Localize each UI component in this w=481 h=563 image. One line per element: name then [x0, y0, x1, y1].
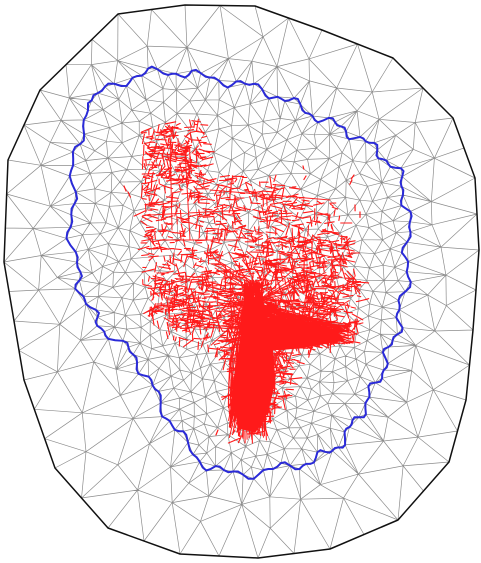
- inner-boundary-curve: [65, 65, 413, 480]
- feature-outlier-speckles: [123, 165, 361, 444]
- feature-dense-branch: [261, 321, 347, 351]
- outer-boundary-polygon: [3, 4, 480, 559]
- feature-lines-layer: [123, 118, 370, 444]
